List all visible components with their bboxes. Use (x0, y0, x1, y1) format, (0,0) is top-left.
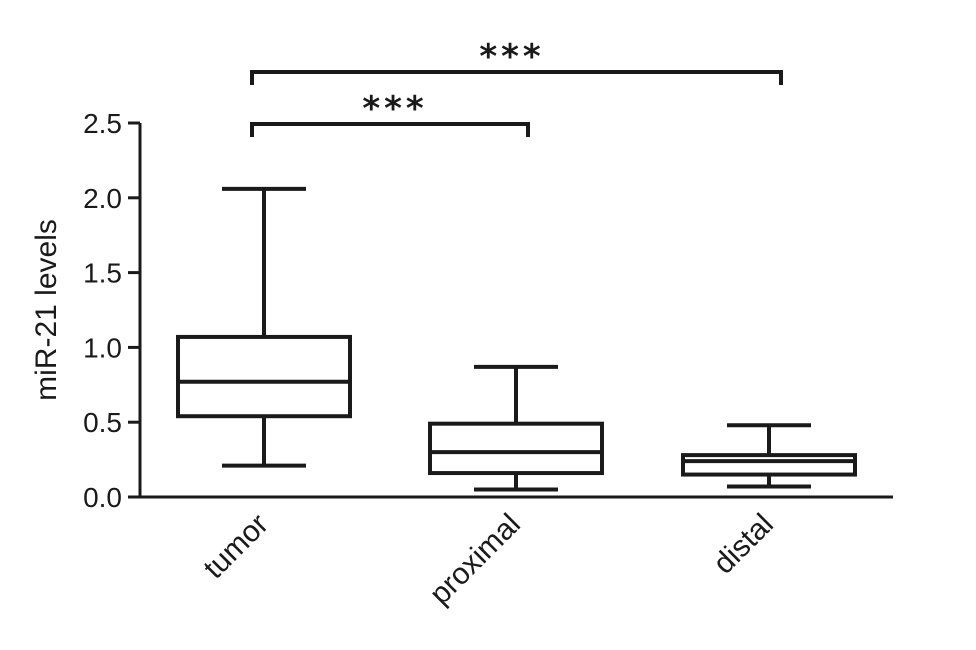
boxes (176, 186, 857, 492)
category-label-proximal: proximal (423, 508, 527, 612)
y-tick-label: 2.5 (83, 108, 122, 139)
box-proximal (428, 364, 604, 492)
y-tick-label: 1.5 (83, 258, 122, 289)
significance-label: *** (479, 37, 544, 77)
y-tick-label: 1.0 (83, 332, 122, 363)
y-tick-label: 0.5 (83, 407, 122, 438)
axes (138, 123, 893, 499)
significance-tumor-proximal: *** (250, 89, 530, 137)
box-tumor (176, 186, 352, 468)
iqr-box (681, 453, 857, 477)
y-tick-label: 2.0 (83, 183, 122, 214)
y-tick-label: 0.0 (83, 482, 122, 513)
y-axis-label: miR-21 levels (30, 219, 63, 401)
box-distal (681, 423, 857, 489)
significance-brackets: *** *** (250, 37, 783, 137)
significance-tumor-distal: *** (250, 37, 783, 85)
category-label-distal: distal (707, 508, 780, 581)
iqr-box (176, 334, 352, 419)
category-label-tumor: tumor (197, 508, 275, 586)
significance-label: *** (362, 89, 427, 129)
category-labels: tumor proximal distal (197, 508, 780, 612)
iqr-box (428, 421, 604, 476)
bracket-line (250, 70, 783, 85)
bracket-line (250, 122, 530, 137)
y-ticks: 0.0 0.5 1.0 1.5 2.0 2.5 (83, 108, 140, 513)
